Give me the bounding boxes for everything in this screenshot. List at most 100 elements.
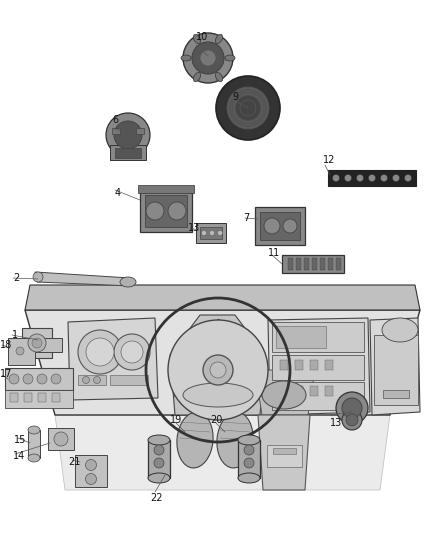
Bar — [140, 190, 192, 232]
Circle shape — [218, 230, 223, 236]
Circle shape — [283, 219, 297, 233]
Circle shape — [86, 338, 114, 366]
Polygon shape — [35, 272, 132, 286]
Bar — [110, 145, 146, 160]
Bar — [138, 185, 194, 193]
Circle shape — [82, 376, 89, 384]
Bar — [328, 258, 333, 270]
Bar — [196, 223, 226, 243]
Ellipse shape — [217, 412, 253, 468]
Text: 21: 21 — [68, 457, 81, 467]
Ellipse shape — [194, 72, 201, 82]
Circle shape — [54, 432, 68, 446]
Bar — [272, 382, 364, 410]
Circle shape — [357, 174, 364, 182]
Text: 11: 11 — [268, 248, 280, 258]
Text: 15: 15 — [14, 435, 26, 445]
Bar — [272, 355, 364, 380]
Circle shape — [342, 398, 362, 418]
Circle shape — [85, 473, 96, 484]
Circle shape — [154, 445, 164, 455]
Bar — [22, 328, 52, 358]
Bar — [296, 258, 301, 270]
Text: 17: 17 — [0, 369, 12, 379]
Ellipse shape — [28, 454, 40, 462]
Circle shape — [244, 445, 254, 455]
Bar — [312, 258, 317, 270]
Circle shape — [37, 374, 47, 384]
Bar — [383, 390, 409, 398]
Circle shape — [226, 86, 270, 130]
Circle shape — [78, 330, 122, 374]
Bar — [328, 170, 416, 186]
Polygon shape — [8, 338, 62, 365]
Polygon shape — [170, 315, 265, 415]
Polygon shape — [25, 310, 420, 415]
Circle shape — [392, 174, 399, 182]
Text: 9: 9 — [232, 92, 238, 102]
Circle shape — [209, 230, 215, 236]
Text: 13: 13 — [188, 223, 200, 233]
Bar — [5, 368, 73, 390]
Circle shape — [23, 374, 33, 384]
Circle shape — [106, 113, 150, 157]
Circle shape — [192, 42, 224, 74]
Circle shape — [32, 338, 42, 348]
Text: 22: 22 — [150, 493, 162, 503]
Circle shape — [200, 50, 216, 66]
Bar — [336, 258, 341, 270]
Bar — [255, 207, 305, 245]
Circle shape — [332, 174, 339, 182]
Circle shape — [201, 230, 206, 236]
Bar — [38, 393, 46, 402]
Circle shape — [121, 341, 143, 363]
Polygon shape — [258, 415, 310, 490]
Bar — [200, 227, 222, 239]
Bar — [136, 128, 144, 134]
Polygon shape — [255, 370, 315, 415]
Bar — [48, 428, 74, 450]
Ellipse shape — [28, 426, 40, 434]
Circle shape — [216, 76, 280, 140]
Ellipse shape — [215, 72, 223, 82]
Ellipse shape — [183, 383, 253, 407]
Text: 12: 12 — [323, 155, 336, 165]
Circle shape — [405, 174, 411, 182]
Text: 6: 6 — [112, 115, 118, 125]
Ellipse shape — [215, 34, 223, 44]
Bar — [148, 440, 170, 478]
Bar — [272, 322, 364, 352]
Bar — [5, 390, 73, 408]
Ellipse shape — [33, 272, 43, 282]
Ellipse shape — [382, 318, 418, 342]
Bar — [325, 360, 333, 370]
Text: 4: 4 — [115, 188, 121, 198]
Ellipse shape — [120, 277, 136, 287]
Bar — [276, 326, 326, 348]
Bar — [260, 212, 300, 240]
Circle shape — [336, 392, 368, 424]
Circle shape — [154, 458, 164, 468]
Bar — [10, 393, 18, 402]
Bar — [238, 440, 260, 478]
Text: 18: 18 — [0, 340, 12, 350]
Ellipse shape — [177, 412, 213, 468]
Circle shape — [381, 174, 388, 182]
Bar — [320, 258, 325, 270]
Circle shape — [85, 459, 96, 471]
Circle shape — [16, 347, 24, 355]
Circle shape — [114, 334, 150, 370]
Bar — [115, 148, 141, 158]
Bar — [310, 360, 318, 370]
Ellipse shape — [262, 381, 306, 409]
Bar — [28, 430, 40, 458]
Text: 13: 13 — [330, 418, 342, 428]
Bar — [112, 128, 120, 134]
Circle shape — [146, 202, 164, 220]
Circle shape — [368, 174, 375, 182]
Text: 2: 2 — [13, 273, 19, 283]
Circle shape — [236, 96, 260, 120]
Circle shape — [51, 374, 61, 384]
Polygon shape — [268, 318, 370, 415]
Circle shape — [210, 362, 226, 378]
